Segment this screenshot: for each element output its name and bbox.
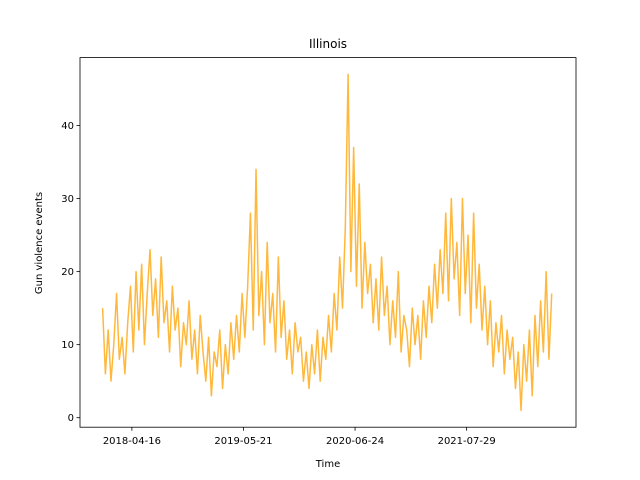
- y-tick-label: 10: [61, 340, 74, 351]
- x-tick-label: 2018-04-16: [103, 436, 161, 447]
- x-tick-label: 2020-06-24: [326, 436, 384, 447]
- x-tick-label: 2021-07-29: [438, 436, 496, 447]
- y-axis-label: Gun violence events: [34, 192, 45, 294]
- y-tick-label: 0: [68, 413, 74, 424]
- y-tick-label: 20: [61, 267, 74, 278]
- y-tick-label: 30: [61, 194, 74, 205]
- y-tick-label: 40: [61, 121, 74, 132]
- plot-frame: [79, 57, 577, 428]
- x-axis-label: Time: [315, 459, 340, 470]
- x-tick-label: 2019-05-21: [214, 436, 272, 447]
- data-line: [101, 73, 553, 412]
- chart-title: Illinois: [309, 37, 347, 51]
